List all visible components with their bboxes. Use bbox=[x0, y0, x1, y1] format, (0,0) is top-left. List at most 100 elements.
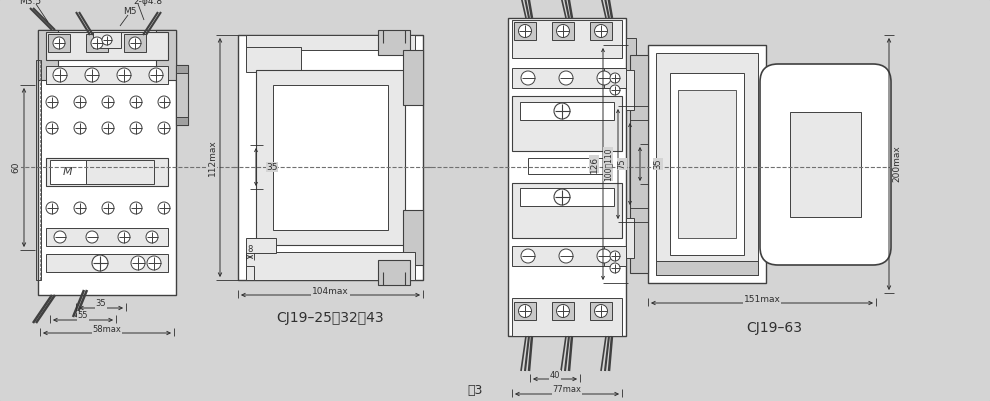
Text: 35: 35 bbox=[653, 159, 662, 169]
Circle shape bbox=[610, 85, 620, 95]
Circle shape bbox=[129, 37, 141, 49]
Circle shape bbox=[74, 96, 86, 108]
Circle shape bbox=[117, 68, 131, 82]
Circle shape bbox=[554, 103, 570, 119]
Text: 2-φ4.8: 2-φ4.8 bbox=[134, 0, 162, 6]
Circle shape bbox=[85, 68, 99, 82]
Text: M5: M5 bbox=[123, 8, 137, 16]
Bar bbox=[378, 260, 410, 285]
Bar bbox=[124, 34, 146, 52]
Circle shape bbox=[610, 263, 620, 273]
Bar bbox=[590, 22, 612, 40]
Bar bbox=[403, 210, 423, 265]
Bar bbox=[648, 45, 766, 283]
Circle shape bbox=[130, 122, 142, 134]
Bar bbox=[512, 298, 622, 336]
Circle shape bbox=[559, 71, 573, 85]
Text: CJ19–63: CJ19–63 bbox=[746, 321, 802, 335]
Bar bbox=[38, 30, 58, 80]
Bar bbox=[46, 254, 168, 272]
Circle shape bbox=[92, 255, 108, 271]
Text: M: M bbox=[63, 167, 73, 177]
Circle shape bbox=[86, 231, 98, 243]
Circle shape bbox=[46, 202, 58, 214]
Circle shape bbox=[74, 122, 86, 134]
Circle shape bbox=[595, 304, 608, 318]
Bar bbox=[246, 238, 276, 253]
Bar bbox=[36, 60, 41, 280]
Bar bbox=[46, 228, 168, 246]
Text: 77max: 77max bbox=[552, 385, 581, 395]
Text: 58max: 58max bbox=[92, 324, 122, 334]
Bar bbox=[46, 32, 168, 60]
Text: 60: 60 bbox=[12, 162, 21, 173]
Bar bbox=[176, 117, 188, 125]
Circle shape bbox=[158, 122, 170, 134]
Bar bbox=[626, 73, 636, 78]
Bar bbox=[176, 65, 188, 125]
Text: 8: 8 bbox=[248, 245, 252, 255]
Bar bbox=[508, 18, 626, 336]
Text: 55: 55 bbox=[78, 312, 88, 320]
Bar bbox=[512, 96, 622, 151]
Circle shape bbox=[102, 35, 112, 45]
Bar bbox=[626, 218, 634, 258]
Circle shape bbox=[74, 202, 86, 214]
Circle shape bbox=[53, 37, 65, 49]
Circle shape bbox=[556, 304, 569, 318]
Circle shape bbox=[131, 256, 145, 270]
Text: 151max: 151max bbox=[743, 294, 780, 304]
Text: 112max: 112max bbox=[208, 139, 217, 176]
Circle shape bbox=[519, 304, 532, 318]
Bar bbox=[246, 266, 254, 280]
Bar bbox=[156, 30, 176, 80]
Circle shape bbox=[102, 96, 114, 108]
Circle shape bbox=[130, 96, 142, 108]
Bar bbox=[626, 70, 634, 110]
Bar bbox=[48, 34, 70, 52]
Bar bbox=[378, 30, 410, 55]
Bar bbox=[46, 66, 168, 84]
Bar bbox=[604, 68, 626, 88]
Text: 104max: 104max bbox=[312, 286, 348, 296]
Bar bbox=[528, 158, 606, 174]
Bar bbox=[790, 112, 861, 217]
Bar bbox=[512, 246, 622, 266]
Bar bbox=[678, 90, 736, 238]
Circle shape bbox=[118, 231, 130, 243]
Circle shape bbox=[610, 73, 620, 83]
Bar bbox=[246, 35, 415, 50]
Text: 200max: 200max bbox=[893, 146, 902, 182]
Bar bbox=[590, 302, 612, 320]
Bar bbox=[512, 20, 622, 58]
Bar bbox=[176, 65, 188, 73]
Bar bbox=[86, 160, 154, 184]
Circle shape bbox=[519, 24, 532, 38]
Circle shape bbox=[521, 249, 535, 263]
Circle shape bbox=[158, 202, 170, 214]
Bar bbox=[38, 30, 176, 295]
Bar bbox=[50, 160, 108, 184]
Text: 图3: 图3 bbox=[467, 383, 483, 397]
Bar bbox=[520, 102, 614, 120]
Circle shape bbox=[102, 122, 114, 134]
Circle shape bbox=[54, 231, 66, 243]
Bar bbox=[604, 246, 626, 266]
Circle shape bbox=[597, 249, 611, 263]
Circle shape bbox=[149, 68, 163, 82]
Bar bbox=[514, 302, 536, 320]
Bar bbox=[670, 73, 744, 255]
Text: M3.5: M3.5 bbox=[19, 0, 41, 6]
Circle shape bbox=[559, 249, 573, 263]
Bar bbox=[246, 47, 301, 72]
Bar bbox=[514, 22, 536, 40]
Bar bbox=[246, 252, 415, 280]
Circle shape bbox=[146, 231, 158, 243]
Bar bbox=[520, 188, 614, 206]
Text: 100～110: 100～110 bbox=[604, 147, 613, 181]
Circle shape bbox=[597, 71, 611, 85]
Text: 75: 75 bbox=[618, 159, 627, 169]
Circle shape bbox=[46, 96, 58, 108]
Bar bbox=[552, 302, 574, 320]
Text: 35: 35 bbox=[266, 162, 277, 172]
